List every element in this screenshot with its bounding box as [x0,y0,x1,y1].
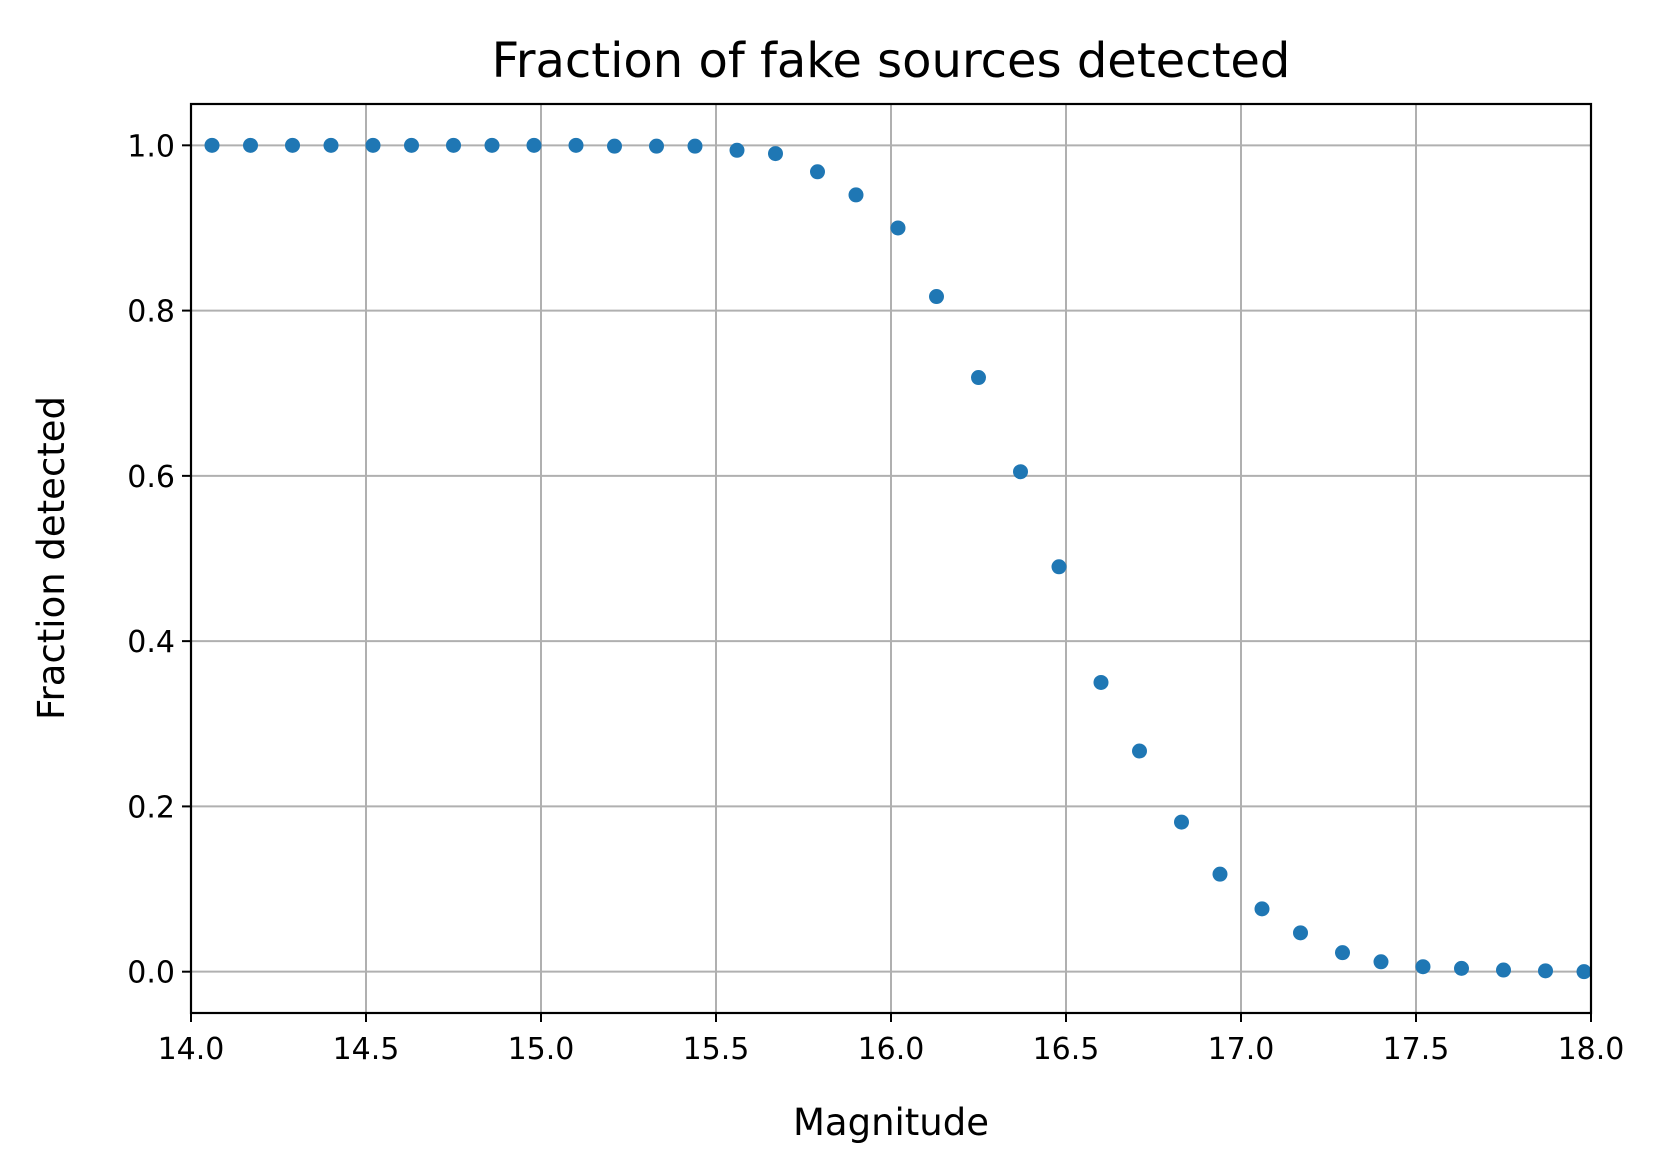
x-tick-label: 15.0 [508,1032,575,1067]
data-point [1538,963,1553,979]
plot-frame [189,102,1593,1015]
data-point [1212,866,1228,882]
data-point [323,137,339,153]
x-axis-label: Magnitude [793,1101,989,1144]
data-point [929,289,944,305]
data-point [848,187,864,203]
data-point [404,137,419,153]
data-point [484,137,500,153]
x-tick-label: 17.5 [1383,1032,1450,1067]
data-point [1373,954,1389,970]
y-axis-label: Fraction detected [30,396,73,720]
data-point [1576,964,1592,980]
y-tick-label: 0.0 [127,956,175,991]
y-tick-label: 1.0 [127,129,175,164]
data-points [204,137,1592,980]
data-point [1254,901,1270,917]
x-tick-label: 14.5 [333,1032,400,1067]
data-point [890,220,906,236]
data-point [810,164,825,180]
data-point [365,137,381,153]
data-point [526,137,542,153]
data-point [768,146,783,162]
data-point [243,137,258,153]
data-point [204,137,220,153]
data-point [971,370,986,386]
chart-title: Fraction of fake sources detected [492,33,1291,89]
data-point [1415,959,1431,975]
data-point [1093,674,1109,690]
y-tick-label: 0.2 [127,790,175,825]
data-point [1174,814,1189,830]
x-tick-label: 15.5 [683,1032,750,1067]
x-tick-label: 14.0 [158,1032,225,1067]
data-point [1293,925,1308,941]
data-point [1132,743,1147,759]
data-point [649,138,664,154]
data-point [1013,464,1028,480]
data-point [607,138,622,154]
data-point [1051,559,1067,575]
x-tick-label: 17.0 [1208,1032,1275,1067]
y-tick-label: 0.6 [127,460,175,495]
x-tick-label: 18.0 [1558,1032,1625,1067]
y-tick-label: 0.8 [127,295,175,330]
data-point [1454,960,1469,976]
data-point [446,137,461,153]
y-tick-label: 0.4 [127,625,175,660]
data-point [285,137,300,153]
x-tick-label: 16.0 [858,1032,925,1067]
data-point [1496,962,1511,978]
data-point [729,142,745,158]
axis-ticks: 14.0 14.5 15.0 15.5 16.0 16.5 17.0 17.5 18.0 0.0 0… [127,129,1624,1067]
data-point [1335,945,1350,961]
data-point [568,137,584,153]
data-point [687,138,703,154]
x-tick-label: 16.5 [1033,1032,1100,1067]
grid-lines [190,104,1592,1013]
